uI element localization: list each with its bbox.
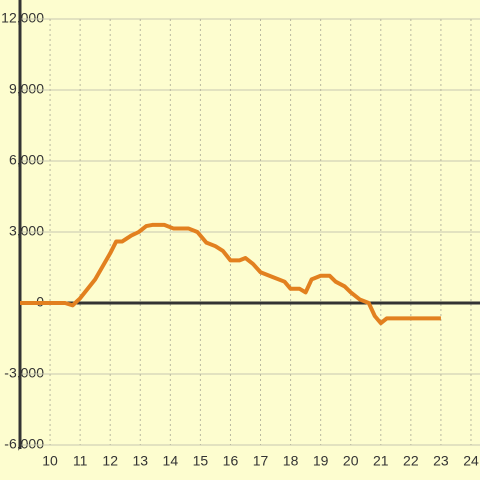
y-tick-label: 9,000	[9, 81, 44, 97]
x-tick-label: 24	[463, 453, 479, 469]
x-tick-label: 20	[343, 453, 359, 469]
x-tick-label: 21	[373, 453, 389, 469]
x-tick-label: 14	[163, 453, 179, 469]
x-tick-label: 11	[73, 453, 88, 469]
x-tick-label: 15	[193, 453, 209, 469]
y-tick-label: 6,000	[9, 152, 44, 168]
y-tick-label: 12,000	[1, 10, 44, 26]
x-tick-label: 16	[223, 453, 239, 469]
x-tick-label: 19	[313, 453, 329, 469]
x-tick-label: 23	[433, 453, 449, 469]
x-tick-label: 17	[253, 453, 269, 469]
x-tick-label: 13	[132, 453, 148, 469]
x-tick-label: 10	[42, 453, 58, 469]
x-tick-label: 18	[283, 453, 299, 469]
y-tick-label: 3,000	[9, 223, 44, 239]
x-tick-label: 22	[403, 453, 419, 469]
line	[20, 222, 441, 326]
y-tick-label: -3,000	[4, 365, 44, 381]
x-tick-label: 12	[102, 453, 118, 469]
y-tick-label: -6,000	[4, 436, 44, 452]
